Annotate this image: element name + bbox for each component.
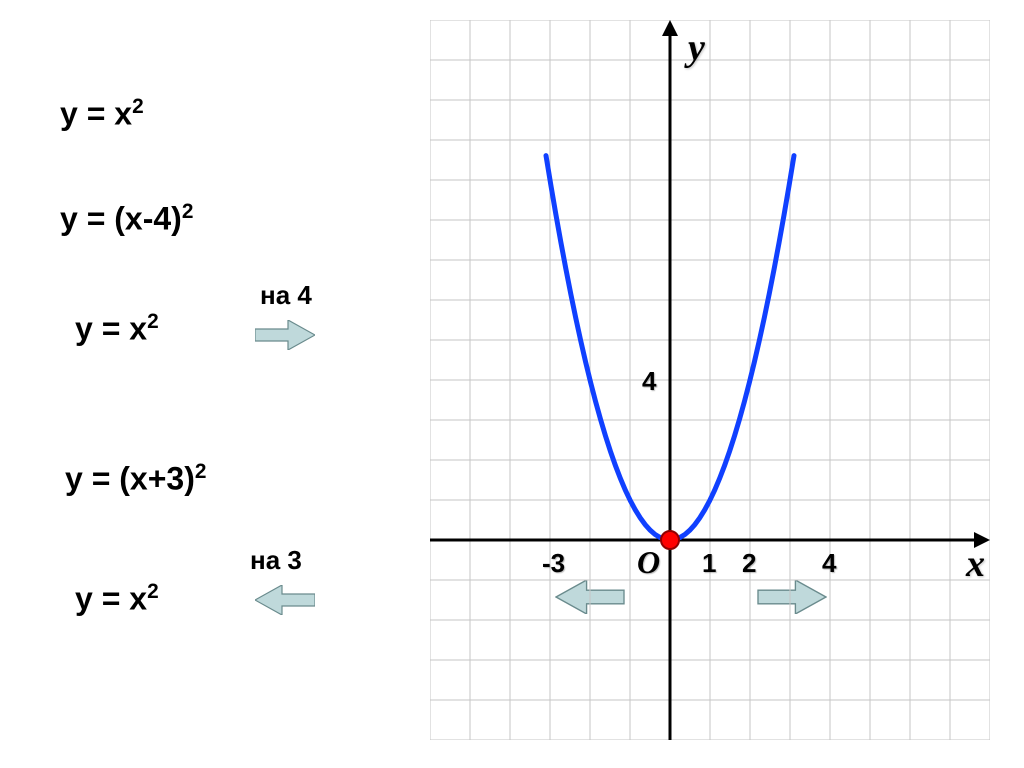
parabola-chart (430, 20, 990, 740)
origin-label: O (637, 544, 660, 581)
x-tick-label: 4 (822, 548, 836, 579)
y-tick-label: 4 (642, 366, 656, 397)
shift-label-1: на 4 (260, 280, 312, 311)
equation-1: y = x2 (60, 95, 144, 133)
x-tick-label: -3 (542, 548, 565, 579)
equation-4: y = (x+3)2 (65, 460, 206, 498)
equation-5: y = x2 (75, 580, 159, 618)
x-tick-label: 2 (742, 548, 756, 579)
y-axis-label: y (688, 26, 705, 70)
arrow-left-icon (255, 585, 315, 615)
equation-2: y = (x-4)2 (60, 200, 193, 238)
equation-3: y = x2 (75, 310, 159, 348)
x-axis-label: x (966, 542, 985, 586)
arrow-right-icon (255, 320, 315, 350)
x-tick-label: 1 (702, 548, 716, 579)
shift-label-2: на 3 (250, 545, 302, 576)
